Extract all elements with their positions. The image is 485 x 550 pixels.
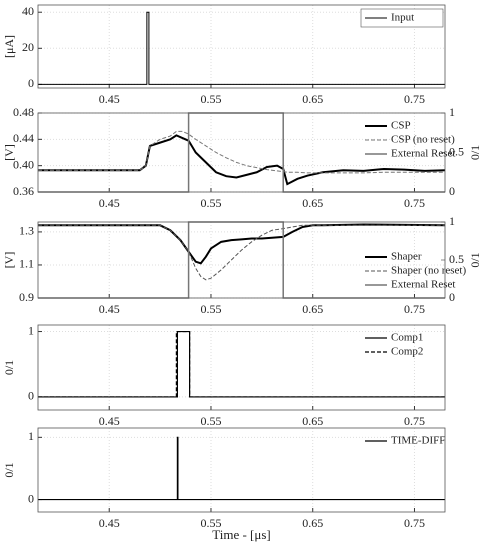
y-tick-label: 20 [22, 40, 34, 54]
y2-axis-label: 0/1 [468, 252, 482, 267]
x-tick-label: 0.75 [404, 516, 425, 530]
x-tick-label: 0.75 [404, 196, 425, 210]
y-tick-label: 0.36 [13, 184, 34, 198]
series-line [38, 11, 445, 85]
x-tick-label: 0.45 [99, 92, 120, 106]
y2-tick-label: 0 [449, 184, 455, 198]
x-tick-label: 0.65 [302, 302, 323, 316]
plot-area [38, 222, 445, 298]
x-tick-label: 0.45 [99, 414, 120, 428]
plot-area [38, 113, 445, 192]
legend-label: External Reset [391, 279, 455, 291]
legend-label: CSP [391, 120, 411, 132]
legend-label: CSP (no reset) [391, 134, 455, 146]
axes-frame [37, 4, 446, 89]
axes-frame [37, 324, 446, 411]
y-tick-label: 0 [28, 491, 34, 505]
x-axis-label: Time - [μs] [212, 527, 271, 542]
y-tick-label: 1.3 [19, 224, 34, 238]
axes-frame [37, 221, 446, 299]
y2-tick-label: 0.5 [449, 144, 464, 158]
y-tick-label: 0 [28, 76, 34, 90]
series-line [38, 223, 446, 265]
plot-area [38, 428, 445, 512]
x-tick-label: 0.75 [404, 92, 425, 106]
x-tick-label: 0.65 [302, 516, 323, 530]
y2-tick-label: 0.5 [449, 252, 464, 266]
series-line [38, 134, 446, 186]
y-tick-label: 0 [28, 389, 34, 403]
y2-tick-label: 1 [449, 105, 455, 119]
legend-label: TIME-DIFF [391, 435, 445, 447]
y-tick-label: 1.1 [19, 257, 34, 271]
y-tick-label: 1 [28, 429, 34, 443]
x-tick-label: 0.75 [404, 302, 425, 316]
y-tick-label: 0.9 [19, 290, 34, 304]
axes-frame [37, 112, 446, 193]
y-tick-label: 0.40 [13, 157, 34, 171]
y-axis-label: 0/1 [2, 360, 16, 375]
x-tick-label: 0.65 [302, 92, 323, 106]
x-tick-label: 0.45 [99, 196, 120, 210]
y2-axis-label: 0/1 [468, 145, 482, 160]
series-line [38, 330, 445, 398]
legend-label: Input [391, 12, 414, 24]
y-tick-label: 1 [28, 323, 34, 337]
legend-label: Comp2 [391, 346, 423, 358]
x-tick-label: 0.55 [200, 302, 221, 316]
legend-label: External Reset [391, 148, 455, 160]
x-tick-label: 0.65 [302, 414, 323, 428]
x-tick-label: 0.65 [302, 196, 323, 210]
legend-label: Shaper (no reset) [391, 265, 466, 277]
y-tick-label: 40 [22, 4, 34, 18]
legend-label: Shaper [391, 251, 422, 263]
y-axis-label: [μA] [2, 35, 16, 58]
series-line [38, 224, 445, 281]
series-line [38, 130, 445, 174]
y-tick-label: 0.48 [13, 105, 34, 119]
x-tick-label: 0.75 [404, 414, 425, 428]
legend-box [360, 8, 444, 28]
legend-label: Comp1 [391, 332, 423, 344]
series-line [38, 436, 445, 501]
x-tick-label: 0.55 [200, 196, 221, 210]
x-tick-label: 0.45 [99, 302, 120, 316]
x-tick-label: 0.55 [200, 516, 221, 530]
y-axis-label: [V] [2, 252, 16, 269]
y-axis-label: [V] [2, 144, 16, 161]
axes-frame [37, 427, 446, 513]
y-tick-label: 0.44 [13, 131, 34, 145]
y2-tick-label: 0 [449, 290, 455, 304]
plot-area [38, 325, 445, 410]
x-tick-label: 0.45 [99, 516, 120, 530]
x-tick-label: 0.55 [200, 92, 221, 106]
y-axis-label: 0/1 [2, 462, 16, 477]
x-tick-label: 0.55 [200, 414, 221, 428]
y2-tick-label: 1 [449, 214, 455, 228]
